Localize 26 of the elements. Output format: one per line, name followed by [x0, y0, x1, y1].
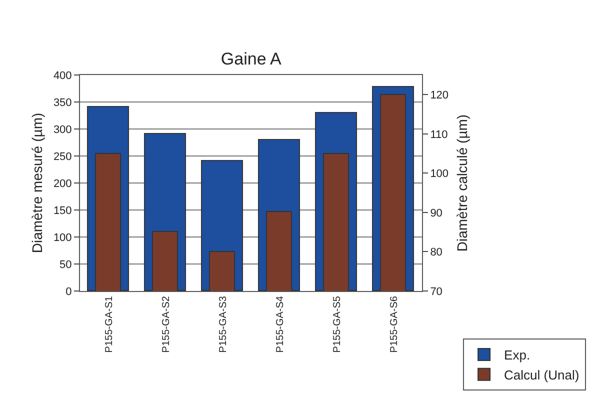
legend-label: Exp.	[504, 348, 530, 363]
y-tick-label: 400	[53, 70, 72, 82]
y-tick-label: 0	[66, 286, 72, 298]
y-tick-label: 100	[53, 232, 72, 244]
chart-title: Gaine A	[220, 49, 282, 68]
y-tick-label: 150	[53, 204, 72, 217]
x-tick-label: P155-GA-S6	[388, 296, 400, 353]
y-tick-label: 350	[53, 96, 72, 109]
y2-tick-label: 70	[430, 286, 442, 298]
y-tick-label: 250	[53, 150, 72, 163]
x-tick-label: P155-GA-S3	[218, 296, 229, 353]
y2-axis-title: Diamètre calculé (µm)	[454, 114, 470, 252]
y-tick-label: 200	[53, 178, 72, 190]
y-axis-title: Diamètre mesuré (µm)	[29, 112, 45, 254]
x-tick-label: P155-GA-S2	[160, 296, 172, 353]
y2-tick-label: 120	[430, 89, 449, 102]
x-tick-label: P155-GA-S4	[274, 296, 286, 353]
y2-tick-label: 100	[430, 168, 449, 180]
legend-label: Calcul (Unal)	[504, 367, 580, 382]
y-tick-label: 300	[53, 124, 72, 136]
x-tick-label: P155-GA-S5	[332, 296, 343, 353]
x-tick-label: P155-GA-S1	[104, 296, 115, 353]
y2-tick-label: 80	[430, 246, 442, 259]
y-tick-label: 50	[60, 258, 72, 271]
y2-tick-label: 110	[430, 128, 448, 141]
y2-tick-label: 90	[430, 207, 442, 220]
